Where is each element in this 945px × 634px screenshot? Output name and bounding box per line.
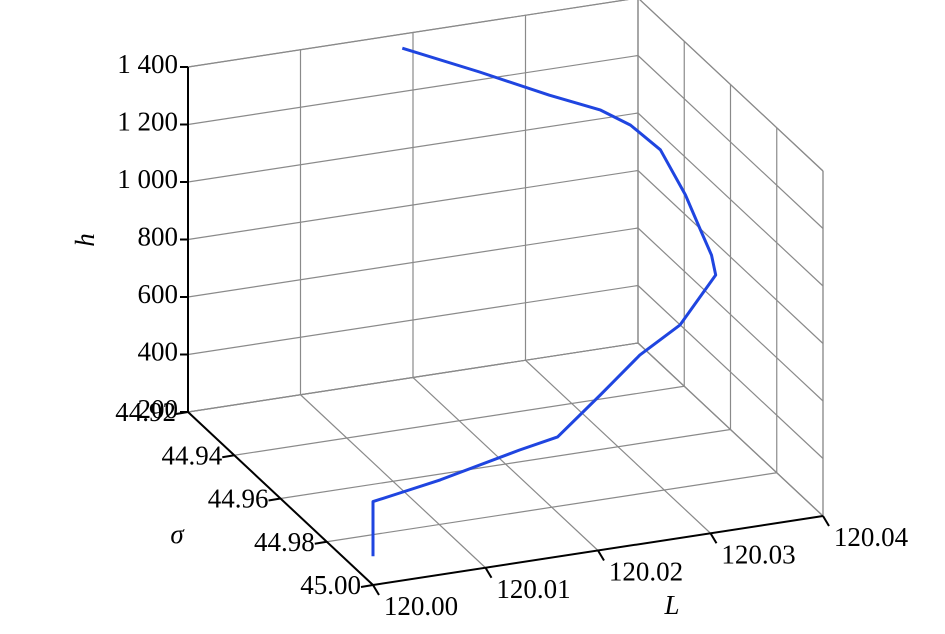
grid-line xyxy=(637,227,824,402)
grid-line xyxy=(187,112,639,183)
x-tick-label: 120.01 xyxy=(496,574,570,604)
y-tick xyxy=(314,540,327,545)
z-tick-label: 200 xyxy=(138,394,179,424)
x-tick-label: 120.00 xyxy=(384,591,458,621)
grid-line xyxy=(637,342,824,517)
y-tick xyxy=(360,584,374,588)
grid-line xyxy=(326,472,777,543)
y-tick xyxy=(268,497,281,502)
y-tick-label: 44.94 xyxy=(162,440,223,470)
z-tick-label: 1 000 xyxy=(117,164,178,194)
z-tick-label: 600 xyxy=(138,279,179,309)
y-tick-label: 44.96 xyxy=(208,484,269,514)
grid-line xyxy=(637,112,824,287)
grid-line xyxy=(187,169,639,241)
y-tick-label: 45.00 xyxy=(300,570,361,600)
y-tick-label: 44.92 xyxy=(115,397,176,427)
x-tick-label: 120.04 xyxy=(834,522,909,552)
z-tick-label: 1 200 xyxy=(117,107,178,137)
x-tick-label: 120.03 xyxy=(721,539,795,569)
trajectory-line xyxy=(371,46,718,557)
x-tick xyxy=(709,532,718,544)
x-axis-label: L xyxy=(663,590,679,620)
grid-line xyxy=(234,385,685,456)
y-tick xyxy=(222,454,235,459)
z-tick-label: 1 400 xyxy=(117,49,178,79)
grid-line xyxy=(637,285,824,459)
x-tick xyxy=(822,515,830,527)
x-tick-label: 120.02 xyxy=(609,557,683,587)
grid-line xyxy=(280,428,731,500)
grid-line xyxy=(637,55,824,229)
grid-line xyxy=(637,170,824,344)
x-tick xyxy=(597,549,605,562)
grid-line xyxy=(639,0,824,172)
z-tick-label: 800 xyxy=(138,222,179,252)
z-tick-label: 400 xyxy=(138,337,179,367)
x-tick xyxy=(372,584,380,596)
y-tick-label: 44.98 xyxy=(254,527,315,557)
x-tick xyxy=(484,567,493,579)
z-axis-label: h xyxy=(70,233,100,247)
y-axis-label: σ xyxy=(170,519,185,549)
grid-line xyxy=(187,284,639,356)
grid-line xyxy=(187,227,639,298)
grid-line xyxy=(187,0,629,68)
grid-line xyxy=(187,54,639,126)
grid-line xyxy=(187,342,639,413)
y-tick xyxy=(175,411,189,415)
